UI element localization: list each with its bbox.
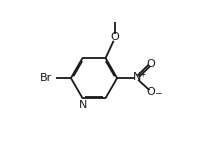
Text: O: O: [147, 87, 156, 98]
Text: N: N: [79, 100, 87, 110]
Text: O: O: [147, 59, 156, 69]
Text: +: +: [140, 70, 146, 79]
Text: N: N: [133, 72, 141, 82]
Text: O: O: [110, 32, 119, 42]
Text: Br: Br: [40, 73, 53, 83]
Text: −: −: [154, 88, 162, 97]
